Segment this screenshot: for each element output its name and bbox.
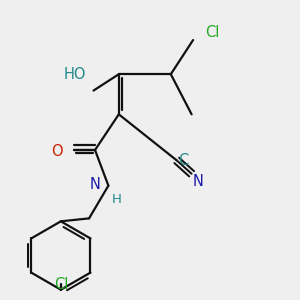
Text: HO: HO (64, 67, 86, 82)
Text: N: N (90, 177, 101, 192)
Text: O: O (51, 144, 62, 159)
Text: Cl: Cl (205, 25, 219, 40)
Text: Cl: Cl (54, 277, 68, 292)
Text: H: H (111, 193, 121, 206)
Text: C: C (178, 153, 188, 168)
Text: N: N (193, 174, 204, 189)
